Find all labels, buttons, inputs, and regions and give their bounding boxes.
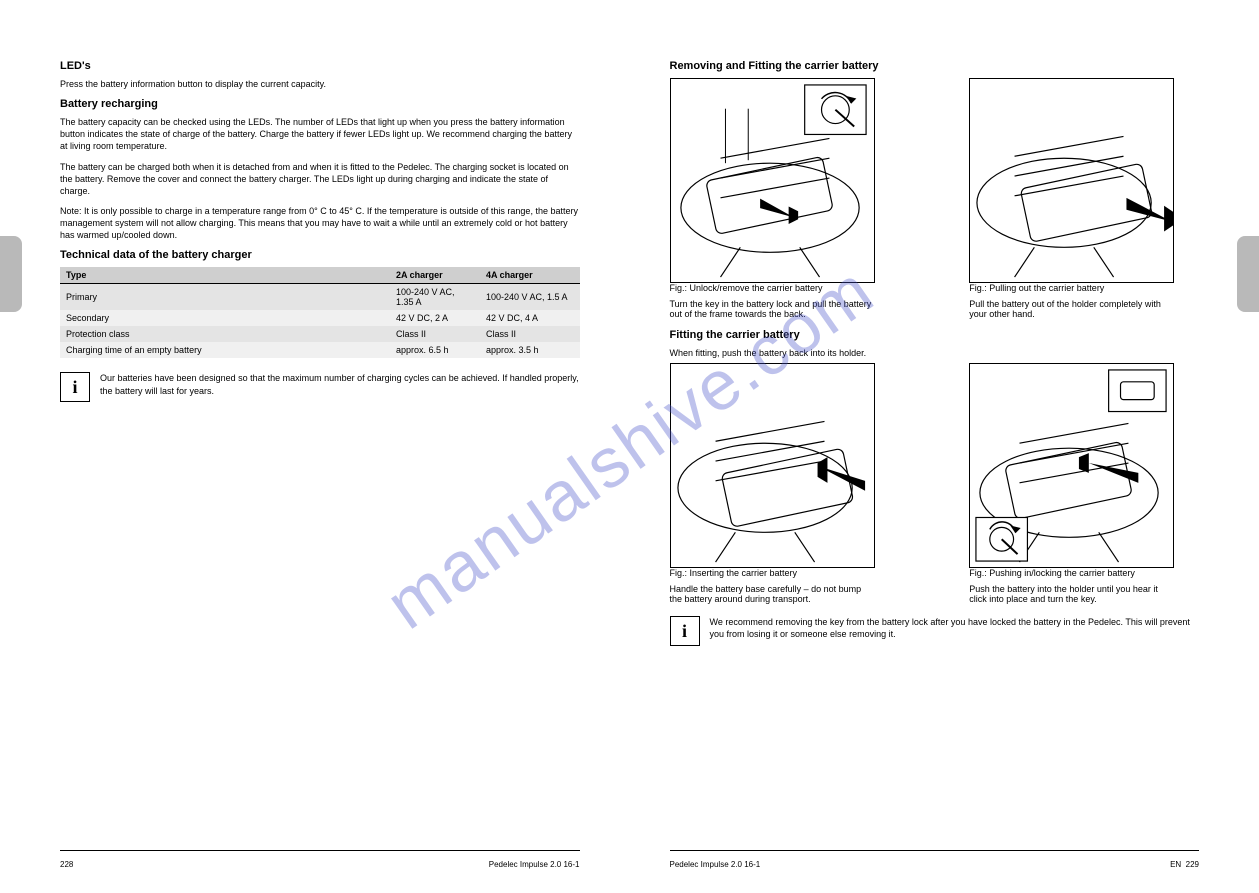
figure-push-lock	[969, 363, 1174, 568]
spread: LED's Press the battery information butt…	[0, 0, 1259, 893]
figure-insert	[670, 363, 875, 568]
info-icon: i	[670, 616, 700, 646]
table-header-col-1: 2A charger	[390, 267, 480, 284]
heading-fitting: Fitting the carrier battery	[670, 329, 1200, 341]
page-right: Removing and Fitting the carrier battery	[630, 0, 1259, 893]
table-cell: 100-240 V AC, 1.5 A	[480, 284, 580, 311]
table-header-col-2: 4A charger	[480, 267, 580, 284]
table-cell: approx. 6.5 h	[390, 342, 480, 358]
footer-title: Pedelec Impulse 2.0 16-1	[670, 860, 761, 869]
table-cell: approx. 3.5 h	[480, 342, 580, 358]
para-recharge-note: Note: It is only possible to charge in a…	[60, 205, 580, 241]
page-footer: Pedelec Impulse 2.0 16-1 EN 229	[670, 860, 1200, 869]
table-header-col-0: Type	[60, 267, 390, 284]
table-cell: 42 V DC, 2 A	[390, 310, 480, 326]
footer-rule	[60, 850, 580, 851]
figure-caption: Turn the key in the battery lock and pul…	[670, 299, 875, 319]
figure-block: Fig.: Unlock/remove the carrier battery …	[670, 78, 900, 319]
para-recharge-1: The battery capacity can be checked usin…	[60, 116, 580, 152]
figure-pull-out	[969, 78, 1174, 283]
table-cell: Primary	[60, 284, 390, 311]
table-cell: Protection class	[60, 326, 390, 342]
figure-label: Fig.: Inserting the carrier battery	[670, 568, 900, 578]
footer-lang-page: EN 229	[1170, 860, 1199, 869]
figure-label: Fig.: Unlock/remove the carrier battery	[670, 283, 900, 293]
figure-block: Fig.: Pushing in/locking the carrier bat…	[969, 363, 1199, 604]
page-number: 228	[60, 860, 73, 869]
table-cell: Charging time of an empty battery	[60, 342, 390, 358]
info-box: i Our batteries have been designed so th…	[60, 372, 580, 402]
para-fitting: When fitting, push the battery back into…	[670, 347, 1200, 359]
table-charger-specs: Type 2A charger 4A charger Primary 100-2…	[60, 267, 580, 358]
info-box: i We recommend removing the key from the…	[670, 616, 1200, 646]
table-row: Protection class Class II Class II	[60, 326, 580, 342]
table-cell: 100-240 V AC, 1.35 A	[390, 284, 480, 311]
para-leds: Press the battery information button to …	[60, 78, 580, 90]
figure-label: Fig.: Pushing in/locking the carrier bat…	[969, 568, 1199, 578]
figure-block: Fig.: Pulling out the carrier battery Pu…	[969, 78, 1199, 319]
page-left: LED's Press the battery information butt…	[0, 0, 630, 893]
figure-caption: Push the battery into the holder until y…	[969, 584, 1174, 604]
table-row: Primary 100-240 V AC, 1.35 A 100-240 V A…	[60, 284, 580, 311]
table-cell: Class II	[480, 326, 580, 342]
figure-grid-remove: Fig.: Unlock/remove the carrier battery …	[670, 78, 1200, 319]
footer-rule	[670, 850, 1200, 851]
figure-unlock-remove	[670, 78, 875, 283]
info-text: We recommend removing the key from the b…	[710, 616, 1200, 640]
figure-block: Fig.: Inserting the carrier battery Hand…	[670, 363, 900, 604]
figure-caption: Pull the battery out of the holder compl…	[969, 299, 1174, 319]
heading-leds: LED's	[60, 60, 580, 72]
heading-remove: Removing and Fitting the carrier battery	[670, 60, 1200, 72]
info-text: Our batteries have been designed so that…	[100, 372, 580, 396]
table-row: Secondary 42 V DC, 2 A 42 V DC, 4 A	[60, 310, 580, 326]
page-footer: 228 Pedelec Impulse 2.0 16-1	[60, 860, 580, 869]
figure-grid-fit: Fig.: Inserting the carrier battery Hand…	[670, 363, 1200, 604]
table-cell: Secondary	[60, 310, 390, 326]
table-cell: 42 V DC, 4 A	[480, 310, 580, 326]
table-header-row: Type 2A charger 4A charger	[60, 267, 580, 284]
heading-specs: Technical data of the battery charger	[60, 249, 580, 261]
table-cell: Class II	[390, 326, 480, 342]
table-row: Charging time of an empty battery approx…	[60, 342, 580, 358]
heading-recharging: Battery recharging	[60, 98, 580, 110]
figure-caption: Handle the battery base carefully – do n…	[670, 584, 875, 604]
info-icon: i	[60, 372, 90, 402]
para-recharge-2: The battery can be charged both when it …	[60, 161, 580, 197]
footer-title: Pedelec Impulse 2.0 16-1	[489, 860, 580, 869]
figure-label: Fig.: Pulling out the carrier battery	[969, 283, 1199, 293]
